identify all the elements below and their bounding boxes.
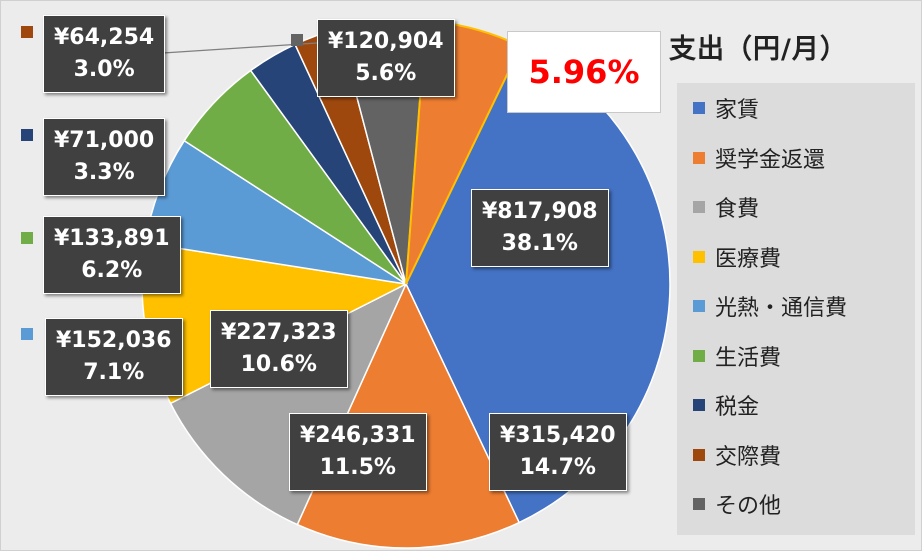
label-key-swatch bbox=[21, 232, 33, 244]
legend-swatch bbox=[693, 201, 705, 213]
legend-label: 食費 bbox=[715, 197, 760, 222]
data-label-percent: 38.1% bbox=[501, 231, 578, 256]
legend-item: その他 bbox=[693, 489, 781, 519]
label-social: ¥64,254 3.0% bbox=[43, 15, 166, 93]
legend-label: 交際費 bbox=[715, 444, 782, 470]
data-label-percent: 6.2% bbox=[81, 258, 143, 283]
label-food: ¥246,331 11.5% bbox=[289, 413, 427, 491]
legend-swatch bbox=[693, 250, 705, 263]
data-label-value: ¥817,908 bbox=[482, 199, 598, 224]
legend-label: 税金 bbox=[715, 395, 760, 420]
data-label-percent: 7.1% bbox=[83, 360, 145, 385]
label-key-swatch bbox=[21, 26, 33, 38]
legend-item: 食費 bbox=[693, 192, 759, 222]
label-key-swatch bbox=[291, 34, 303, 46]
chart-title: 支出（円/月） bbox=[669, 34, 848, 65]
legend-item: 交際費 bbox=[693, 440, 781, 470]
callout-percentage: 5.96% bbox=[507, 31, 661, 113]
legend-label: 光熱・通信費 bbox=[715, 296, 848, 321]
data-label-value: ¥120,904 bbox=[328, 29, 444, 54]
legend-item: 奨学金返還 bbox=[693, 143, 825, 173]
legend-swatch bbox=[693, 448, 705, 461]
legend-swatch bbox=[693, 498, 705, 510]
label-key-swatch bbox=[21, 129, 33, 141]
data-label-value: ¥315,420 bbox=[500, 423, 616, 448]
data-label-percent: 3.0% bbox=[73, 57, 135, 82]
legend-item: 医療費 bbox=[693, 242, 781, 272]
label-key-swatch bbox=[21, 328, 33, 340]
data-label-percent: 10.6% bbox=[240, 352, 317, 377]
label-scholarship: ¥315,420 14.7% bbox=[489, 413, 627, 491]
legend-label: 家賃 bbox=[715, 98, 760, 123]
data-label-value: ¥64,254 bbox=[54, 25, 155, 50]
legend-swatch bbox=[693, 102, 705, 114]
legend-item: 家賃 bbox=[693, 93, 759, 123]
legend-item: 光熱・通信費 bbox=[693, 291, 847, 321]
data-label-value: ¥71,000 bbox=[54, 128, 155, 153]
data-label-percent: 3.3% bbox=[73, 160, 135, 185]
data-label-value: ¥152,036 bbox=[56, 328, 172, 353]
label-living: ¥133,891 6.2% bbox=[43, 216, 181, 294]
data-label-percent: 5.6% bbox=[355, 61, 417, 86]
legend-label: 生活費 bbox=[715, 345, 782, 371]
legend-label: 医療費 bbox=[715, 246, 782, 272]
label-utilities: ¥152,036 7.1% bbox=[45, 318, 183, 396]
legend-label: その他 bbox=[715, 494, 782, 519]
legend-swatch bbox=[693, 399, 705, 411]
legend-item: 生活費 bbox=[693, 341, 781, 371]
legend: 家賃奨学金返還食費医療費光熱・通信費 生活費税金交際費その他 bbox=[677, 83, 915, 535]
label-other: ¥120,904 5.6% bbox=[317, 19, 455, 97]
data-label-percent: 11.5% bbox=[319, 455, 396, 480]
legend-swatch bbox=[693, 349, 705, 362]
legend-swatch bbox=[693, 151, 705, 164]
label-medical: ¥227,323 10.6% bbox=[210, 310, 348, 388]
data-label-value: ¥227,323 bbox=[221, 320, 337, 345]
legend-item: 税金 bbox=[693, 390, 759, 420]
data-label-value: ¥133,891 bbox=[54, 226, 170, 251]
legend-label: 奨学金返還 bbox=[715, 147, 826, 173]
label-tax: ¥71,000 3.3% bbox=[43, 118, 166, 196]
data-label-value: ¥246,331 bbox=[300, 423, 416, 448]
legend-swatch bbox=[693, 300, 705, 312]
data-label-percent: 14.7% bbox=[519, 455, 596, 480]
label-rent: ¥817,908 38.1% bbox=[471, 189, 609, 267]
